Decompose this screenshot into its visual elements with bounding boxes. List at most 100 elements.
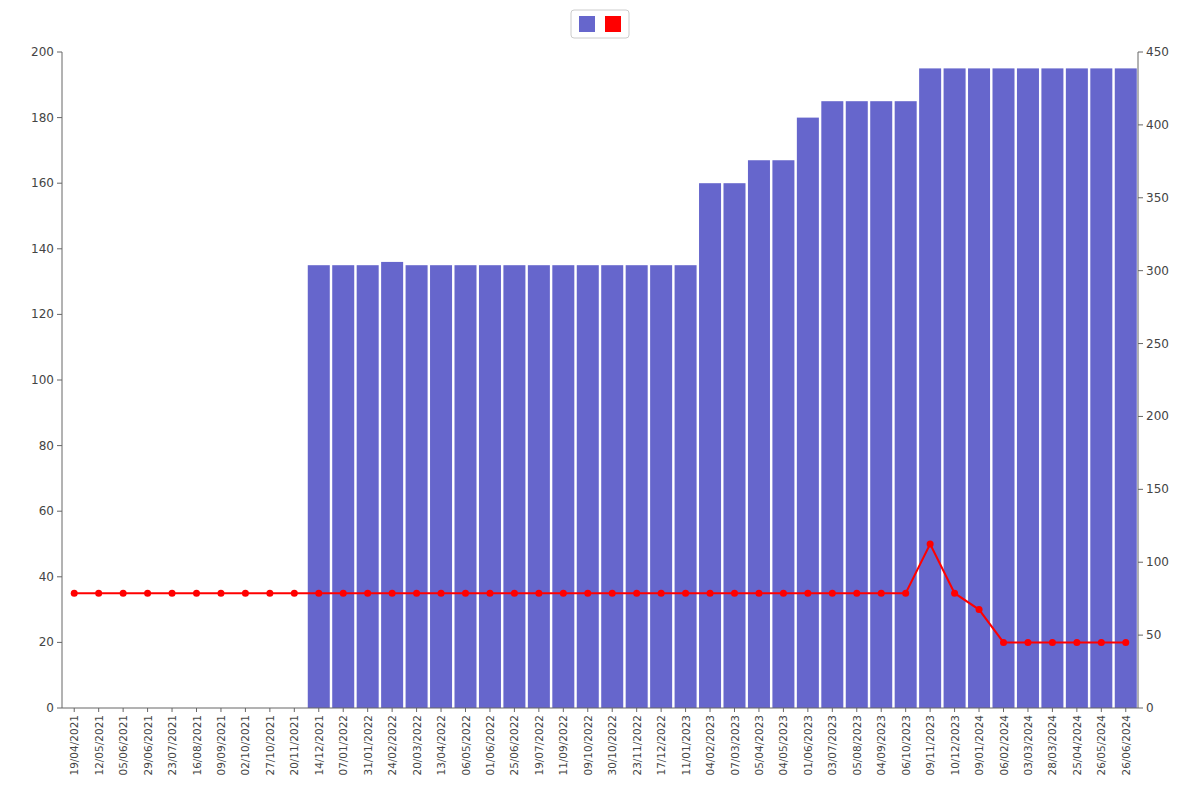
bar bbox=[846, 101, 868, 708]
bar bbox=[430, 265, 452, 708]
x-tick-label: 09/01/2024 bbox=[973, 715, 985, 776]
y-tick bbox=[57, 380, 62, 381]
plot-area bbox=[71, 68, 1137, 708]
line-marker bbox=[340, 590, 347, 597]
y-tick bbox=[57, 314, 62, 315]
bar bbox=[332, 265, 354, 708]
x-tick-label: 11/09/2022 bbox=[557, 715, 569, 776]
x-tick-label: 17/12/2022 bbox=[655, 715, 667, 776]
y-tick-label: 200 bbox=[31, 45, 54, 59]
line-marker bbox=[878, 590, 885, 597]
x-tick-label: 03/03/2024 bbox=[1022, 715, 1034, 776]
x-tick-label: 06/10/2023 bbox=[900, 715, 912, 776]
line-series bbox=[71, 541, 1130, 646]
line-marker bbox=[560, 590, 567, 597]
chart-container: 19/04/202112/05/202105/06/202129/06/2021… bbox=[0, 0, 1200, 800]
y2-tick bbox=[1138, 52, 1143, 53]
x-tick-label: 14/12/2021 bbox=[313, 715, 325, 776]
line-marker bbox=[291, 590, 298, 597]
x-tick-label: 20/11/2021 bbox=[288, 715, 300, 776]
x-tick bbox=[1003, 708, 1004, 712]
x-tick bbox=[98, 708, 99, 712]
x-tick-label: 13/04/2022 bbox=[435, 715, 447, 776]
x-tick bbox=[514, 708, 515, 712]
x-tick-label: 10/12/2023 bbox=[949, 715, 961, 776]
x-tick bbox=[1052, 708, 1053, 712]
x-tick bbox=[123, 708, 124, 712]
line-marker bbox=[976, 606, 983, 613]
x-tick bbox=[783, 708, 784, 712]
axes: 19/04/202112/05/202105/06/202129/06/2021… bbox=[31, 45, 1169, 776]
bar bbox=[870, 101, 892, 708]
x-tick bbox=[587, 708, 588, 712]
x-axis-line bbox=[62, 708, 1138, 709]
line-marker bbox=[535, 590, 542, 597]
bar bbox=[1090, 68, 1112, 708]
y-tick-label: 160 bbox=[31, 176, 54, 190]
x-tick-label: 01/06/2023 bbox=[802, 715, 814, 776]
x-tick bbox=[1027, 708, 1028, 712]
chart-svg: 19/04/202112/05/202105/06/202129/06/2021… bbox=[0, 0, 1200, 800]
y2-tick bbox=[1138, 197, 1143, 198]
x-tick-label: 24/02/2022 bbox=[386, 715, 398, 776]
y2-tick bbox=[1138, 708, 1143, 709]
y-tick bbox=[57, 445, 62, 446]
y-tick bbox=[57, 708, 62, 709]
x-tick bbox=[636, 708, 637, 712]
x-tick-label: 23/07/2021 bbox=[166, 715, 178, 776]
bar bbox=[821, 101, 843, 708]
x-tick bbox=[367, 708, 368, 712]
x-tick bbox=[220, 708, 221, 712]
x-tick-label: 04/02/2023 bbox=[704, 715, 716, 776]
y2-tick-label: 450 bbox=[1146, 45, 1169, 59]
bar bbox=[1115, 68, 1137, 708]
x-tick bbox=[734, 708, 735, 712]
x-tick bbox=[930, 708, 931, 712]
y-tick-label: 0 bbox=[46, 701, 54, 715]
x-tick bbox=[245, 708, 246, 712]
x-tick-label: 29/06/2021 bbox=[142, 715, 154, 776]
x-tick-label: 26/05/2024 bbox=[1095, 715, 1107, 776]
y2-tick bbox=[1138, 270, 1143, 271]
bar bbox=[406, 265, 428, 708]
x-tick-label: 30/10/2022 bbox=[606, 715, 618, 776]
bar-series bbox=[308, 68, 1137, 708]
line-marker bbox=[169, 590, 176, 597]
line-marker bbox=[413, 590, 420, 597]
line-marker bbox=[1122, 639, 1129, 646]
x-tick-label: 09/11/2023 bbox=[924, 715, 936, 776]
x-tick-label: 06/02/2024 bbox=[998, 715, 1010, 776]
line-marker bbox=[584, 590, 591, 597]
line-marker bbox=[609, 590, 616, 597]
bar bbox=[1066, 68, 1088, 708]
bar bbox=[968, 68, 990, 708]
x-tick-label: 25/06/2022 bbox=[508, 715, 520, 776]
line bbox=[74, 544, 1126, 642]
line-marker bbox=[755, 590, 762, 597]
y2-tick-label: 0 bbox=[1146, 701, 1154, 715]
line-marker bbox=[829, 590, 836, 597]
y2-axis-line bbox=[1138, 52, 1139, 708]
x-tick-label: 04/09/2023 bbox=[875, 715, 887, 776]
x-tick-label: 11/01/2023 bbox=[680, 715, 692, 776]
bar bbox=[503, 265, 525, 708]
y2-tick bbox=[1138, 416, 1143, 417]
bar bbox=[1017, 68, 1039, 708]
x-tick bbox=[489, 708, 490, 712]
legend-swatch bbox=[579, 16, 595, 32]
bar bbox=[1041, 68, 1063, 708]
bar bbox=[919, 68, 941, 708]
x-tick bbox=[881, 708, 882, 712]
x-tick bbox=[710, 708, 711, 712]
bar bbox=[381, 262, 403, 708]
line-marker bbox=[902, 590, 909, 597]
x-tick bbox=[196, 708, 197, 712]
y2-tick bbox=[1138, 562, 1143, 563]
line-marker bbox=[144, 590, 151, 597]
y2-tick-label: 50 bbox=[1146, 628, 1161, 642]
line-marker bbox=[120, 590, 127, 597]
line-marker bbox=[633, 590, 640, 597]
x-tick bbox=[1101, 708, 1102, 712]
bar bbox=[772, 160, 794, 708]
bar bbox=[601, 265, 623, 708]
